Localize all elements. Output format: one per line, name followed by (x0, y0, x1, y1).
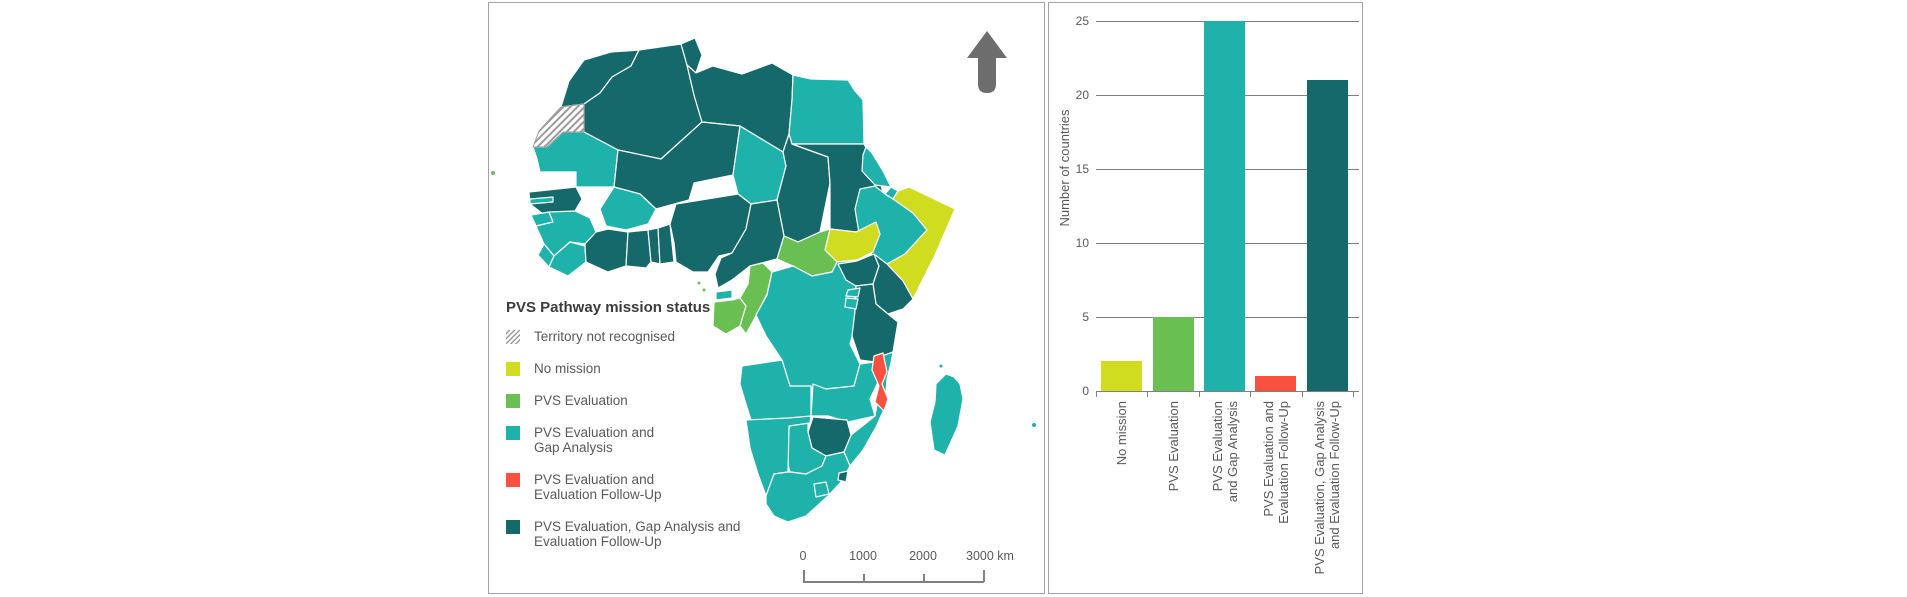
country-ghana (625, 229, 652, 269)
country-benin (657, 223, 675, 265)
y-tick-label-10: 10 (1075, 236, 1089, 250)
bar-eval_gap (1204, 21, 1245, 391)
scale-tick (803, 570, 805, 582)
right-tick-15 (1353, 169, 1359, 170)
map-legend: PVS Pathway mission status Territory not… (506, 299, 766, 566)
legend-label: PVS Evaluation and Gap Analysis (534, 425, 655, 455)
x-boundary-tick (1250, 391, 1252, 397)
legend-swatch-territory_not_recognised (506, 330, 520, 344)
right-tick-25 (1353, 21, 1359, 22)
country-rwanda (845, 287, 861, 298)
island-principe (702, 288, 706, 292)
bar-no_mission (1101, 361, 1143, 391)
legend-item-no_mission: No mission (506, 361, 766, 376)
bar-chart-plot: 0 5 10 15 20 25 No mission PVS Evaluation PVS Ev… (1049, 3, 1364, 595)
country-burkina-faso (599, 186, 657, 231)
country-nigeria (669, 193, 752, 273)
y-tick-label-5: 5 (1082, 310, 1089, 324)
legend-swatch-eval_gap (506, 426, 520, 440)
legend-items: Territory not recognised No mission PVS Ev… (506, 329, 766, 549)
legend-item-evaluation: PVS Evaluation (506, 393, 766, 408)
country-drc (755, 259, 864, 390)
legend-label: PVS Evaluation (534, 393, 628, 408)
x-boundary-tick (1353, 391, 1354, 397)
country-gambia (529, 196, 554, 205)
country-malawi (871, 352, 889, 412)
right-tick-20 (1353, 95, 1359, 96)
country-kenya (872, 253, 914, 315)
bar-evaluation (1152, 317, 1194, 391)
legend-item-territory_not_recognised: Territory not recognised (506, 329, 766, 344)
country-eswatini (837, 470, 849, 483)
country-burundi (844, 297, 859, 310)
country-equatorial-guinea (715, 289, 733, 301)
legend-swatch-evaluation (506, 394, 520, 408)
scale-tick (983, 570, 985, 582)
country-cameroon (714, 199, 785, 289)
africa-choropleth-map (491, 37, 1036, 523)
legend-label: PVS Evaluation and Evaluation Follow-Up (534, 472, 662, 502)
x-boundary-tick (1301, 391, 1303, 397)
country-egypt (788, 74, 865, 145)
scale-label: 1000 (849, 549, 877, 563)
country-tunisia (680, 37, 703, 74)
legend-label: Territory not recognised (534, 329, 676, 344)
map-scale-bar: 0 1000 2000 3000 km (789, 549, 1039, 589)
x-boundary-tick (1096, 391, 1097, 397)
legend-item-eval_gap: PVS Evaluation and Gap Analysis (506, 425, 766, 455)
country-western-sahara (532, 103, 585, 148)
legend-swatch-eval_followup (506, 473, 520, 487)
x-category-label: No mission (1114, 401, 1130, 466)
right-tick-5 (1353, 317, 1359, 318)
scale-label: 0 (799, 549, 807, 563)
scale-tick (923, 574, 925, 582)
legend-label: PVS Evaluation, Gap Analysis and Evaluat… (534, 519, 741, 549)
map-panel: PVS Pathway mission status Territory not… (488, 2, 1045, 594)
x-category-label: PVS Evaluation, Gap Analysis and Evaluat… (1312, 401, 1343, 575)
legend-item-eval_followup: PVS Evaluation and Evaluation Follow-Up (506, 472, 766, 502)
y-tick-label-0: 0 (1082, 384, 1089, 398)
island-cape-verde (491, 171, 495, 175)
y-tick-label-20: 20 (1075, 88, 1089, 102)
x-axis-line (1096, 391, 1354, 392)
bar-eval_followup (1255, 376, 1297, 391)
country-zambia (810, 361, 879, 423)
x-boundary-tick (1198, 391, 1200, 397)
y-tick-label-25: 25 (1075, 14, 1089, 28)
x-category-label: PVS Evaluation and Evaluation Follow-Up (1260, 401, 1291, 524)
bar-chart-panel: Number of countries 0 5 10 15 20 25 No mission… (1048, 2, 1363, 594)
island-mauritius (1032, 423, 1036, 427)
country-south-africa (765, 451, 851, 523)
bar-eval_gap_followup (1306, 80, 1348, 391)
scale-label: 3000 km (966, 549, 1014, 563)
island-sao-tome (697, 281, 701, 285)
island-comoros (939, 364, 943, 368)
scale-label: 2000 (909, 549, 937, 563)
north-arrow-icon (967, 31, 1007, 93)
legend-title: PVS Pathway mission status (506, 299, 711, 316)
x-category-label: PVS Evaluation (1165, 401, 1181, 492)
right-tick-10 (1353, 243, 1359, 244)
scale-baseline (803, 581, 984, 583)
country-eritrea (861, 146, 892, 188)
country-lesotho (813, 481, 830, 498)
country-congo (739, 262, 773, 335)
x-boundary-tick (1147, 391, 1149, 397)
country-madagascar (929, 373, 964, 456)
legend-label: No mission (534, 361, 601, 376)
y-tick-label-15: 15 (1075, 162, 1089, 176)
legend-swatch-eval_gap_followup (506, 520, 520, 534)
country-shapes (491, 37, 1036, 523)
x-category-label: PVS Evaluation and Gap Analysis (1209, 401, 1240, 503)
legend-swatch-no_mission (506, 362, 520, 376)
legend-item-eval_gap_followup: PVS Evaluation, Gap Analysis and Evaluat… (506, 519, 766, 549)
scale-tick (863, 574, 865, 582)
right-tick-0 (1353, 391, 1359, 392)
